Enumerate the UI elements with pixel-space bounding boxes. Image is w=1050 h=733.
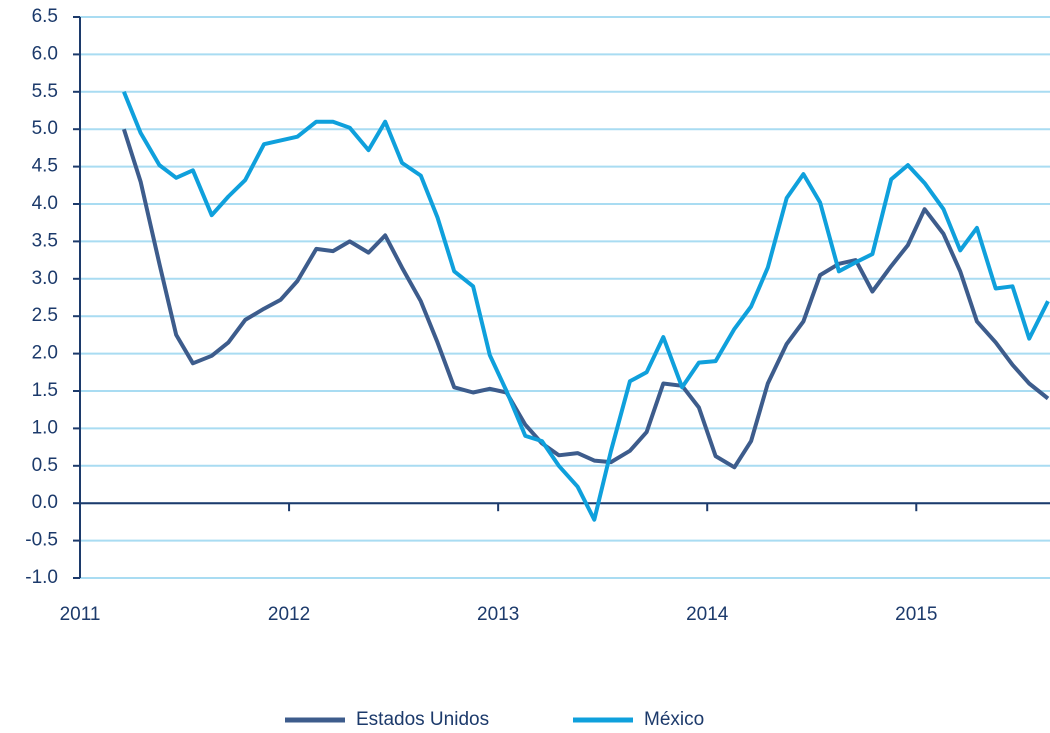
y-tick-label: 5.0 xyxy=(32,118,58,139)
y-tick-label: 1.0 xyxy=(32,417,58,438)
y-tick-label: 6.0 xyxy=(32,43,58,64)
y-tick-label: 1.5 xyxy=(32,380,58,401)
legend-label: Estados Unidos xyxy=(356,709,489,730)
y-tick-label: 5.5 xyxy=(32,81,58,102)
y-tick-label: -1.0 xyxy=(25,567,58,588)
x-tick-label: 2014 xyxy=(686,604,729,625)
y-tick-label: 4.0 xyxy=(32,193,58,214)
y-tick-label: 0.5 xyxy=(32,455,58,476)
y-tick-label: 4.5 xyxy=(32,156,58,177)
y-tick-label: 3.0 xyxy=(32,268,58,289)
line-series xyxy=(122,91,1050,522)
x-tick-label: 2013 xyxy=(477,604,519,625)
x-tick-label: 2012 xyxy=(268,604,310,625)
y-tick-label: 2.5 xyxy=(32,305,58,326)
y-tick-label: 3.5 xyxy=(32,230,58,251)
line-series xyxy=(121,128,1050,470)
y-tick-label: -0.5 xyxy=(25,530,58,551)
y-tick-label: 6.5 xyxy=(32,6,58,27)
x-tick-label: 2011 xyxy=(60,604,101,625)
y-tick-label: 2.0 xyxy=(32,343,58,364)
x-tick-label: 2015 xyxy=(895,604,937,625)
y-tick-label: 0.0 xyxy=(32,492,58,513)
legend-label: México xyxy=(644,709,704,730)
